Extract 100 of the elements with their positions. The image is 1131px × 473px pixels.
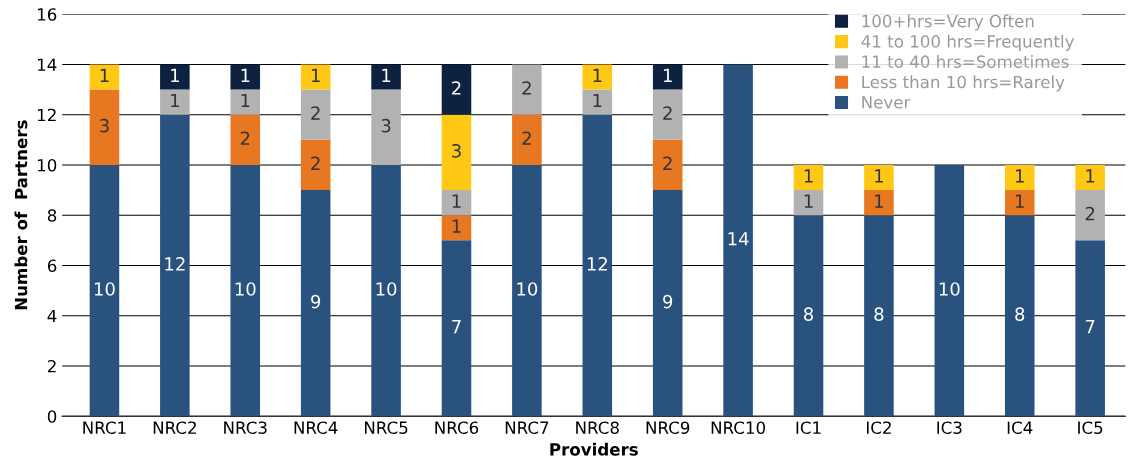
y-axis-title: Number of Partners [14,120,28,310]
bar [1004,190,1035,216]
x-tick-label: NRC9 [646,421,690,434]
y-tick-label: 14 [37,58,57,71]
legend-label: Less than 10 hrs=Rarely [862,75,1065,92]
data-label: 1 [171,68,179,82]
bar [300,139,331,191]
x-tick-label: NRC7 [505,421,549,434]
bar [89,164,120,417]
data-label: 12 [165,257,185,271]
bar [300,190,331,417]
data-label: 8 [804,307,814,321]
data-label: 1 [875,169,883,183]
bar [1075,164,1105,191]
data-label: 1 [804,194,813,208]
bar [441,215,472,241]
data-label: 10 [235,282,256,296]
y-tick-label: 2 [47,359,56,373]
data-label: 7 [452,320,461,334]
x-tick-label: IC2 [866,421,891,434]
data-label: 2 [240,131,250,145]
legend-label: 41 to 100 hrs=Frequently [861,34,1074,51]
bar [230,114,261,165]
bar [512,64,542,115]
bar [864,164,894,191]
bar [371,89,401,165]
data-label: 9 [663,294,673,309]
y-tick-label: 12 [37,108,56,122]
data-label: 8 [1015,307,1025,321]
bar [1004,164,1035,191]
bar [582,64,613,90]
legend-label: Never [862,96,911,109]
bar [89,64,120,90]
bar [652,64,683,90]
data-label: 1 [241,68,250,82]
data-label: 1 [593,68,602,82]
bar [582,114,613,417]
bar [512,164,542,417]
data-label: 1 [241,93,250,108]
data-label: 10 [939,282,960,296]
x-tick-label: NRC10 [711,421,766,434]
bar [934,164,965,417]
data-label: 1 [875,194,883,208]
bar [652,89,683,140]
x-tick-label: NRC3 [224,421,267,434]
bar [723,64,753,417]
bar [793,190,824,216]
data-label: 10 [94,282,115,296]
y-tick-label: 8 [47,209,57,222]
bar [300,64,331,90]
x-tick-label: NRC6 [435,421,479,434]
data-label: 10 [376,282,397,296]
legend-label: 100+hrs=Very Often [862,14,1034,31]
x-tick-label: NRC4 [294,421,338,434]
data-label: 3 [381,118,391,133]
data-label: 1 [663,68,672,82]
data-label: 3 [452,143,461,158]
x-tick-label: NRC1 [83,421,126,434]
bar [864,190,894,216]
y-tick-label: 6 [47,259,57,273]
data-label: 2 [311,106,320,120]
y-tick-label: 10 [37,158,57,172]
data-label: 1 [804,169,813,183]
bar [1004,215,1035,417]
data-label: 8 [874,307,884,321]
x-tick-label: NRC5 [364,421,408,434]
data-label: 12 [587,257,607,271]
data-label: 2 [522,81,531,95]
data-label: 2 [663,156,672,170]
bar [1075,240,1105,417]
bar [160,64,190,90]
data-label: 14 [728,232,749,246]
data-label: 1 [1015,169,1024,183]
data-label: 1 [311,68,320,82]
data-label: 10 [517,282,538,296]
x-tick-label: IC5 [1078,421,1103,434]
bar [582,89,613,115]
bar [230,64,261,90]
data-label: 1 [171,93,179,108]
bar [512,114,542,165]
data-label: 9 [311,294,321,309]
bar [864,215,894,417]
bar [441,190,472,216]
x-tick-label: IC1 [796,421,821,434]
data-label: 2 [1085,206,1095,221]
data-label: 1 [1015,194,1024,208]
bar [230,164,261,417]
x-tick-label: IC4 [1007,421,1033,434]
bar [371,164,401,417]
data-label: 2 [452,81,461,95]
bar [1075,190,1105,241]
bar [371,64,401,90]
data-label: 1 [1086,169,1095,183]
bar [441,240,472,417]
data-label: 1 [382,68,391,82]
x-tick-label: NRC2 [153,421,196,434]
data-label: 1 [100,68,109,82]
y-tick-label: 4 [47,309,57,323]
data-label: 1 [593,93,602,108]
bar [793,215,824,417]
